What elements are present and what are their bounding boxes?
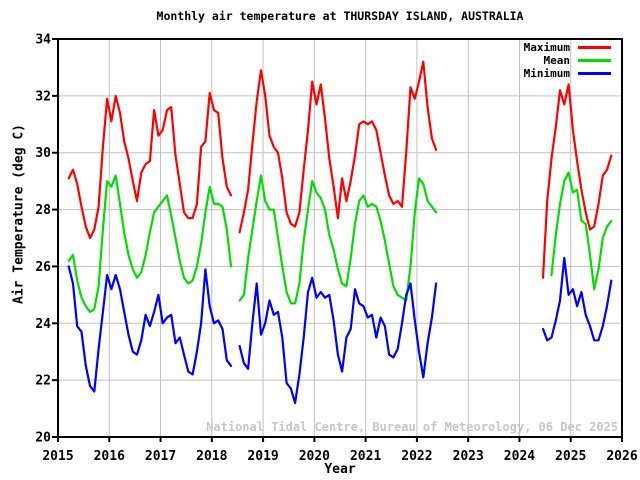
y-tick-label-30: 30 xyxy=(35,146,51,161)
x-tick-label-2017: 2017 xyxy=(145,449,176,464)
watermark: National Tidal Centre, Bureau of Meteoro… xyxy=(206,420,618,434)
y-tick-label-26: 26 xyxy=(35,260,51,275)
y-tick-label-28: 28 xyxy=(35,203,51,218)
y-tick-label-24: 24 xyxy=(35,317,51,332)
chart-title: Monthly air temperature at THURSDAY ISLA… xyxy=(156,9,524,23)
y-tick-label-20: 20 xyxy=(35,431,51,446)
legend-label-minimum: Minimum xyxy=(523,67,570,80)
series-minimum-line xyxy=(238,276,438,404)
x-tick-label-2023: 2023 xyxy=(453,449,484,464)
legend: Maximum Mean Minimum xyxy=(500,41,611,80)
series-minimum-line xyxy=(67,265,233,393)
x-tick-label-2022: 2022 xyxy=(401,449,432,464)
x-tick-label-2024: 2024 xyxy=(504,449,535,464)
legend-label-maximum: Maximum xyxy=(523,41,570,54)
legend-swatch-maximum xyxy=(578,46,611,49)
legend-label-mean: Mean xyxy=(543,54,571,67)
y-tick-label-34: 34 xyxy=(35,33,51,48)
x-tick-label-2018: 2018 xyxy=(196,449,227,464)
legend-item-mean: Mean xyxy=(500,54,611,67)
legend-swatch-minimum xyxy=(578,72,611,75)
y-axis-title: Air Temperature (deg C) xyxy=(11,123,27,305)
x-tick-label-2021: 2021 xyxy=(350,449,381,464)
series-mean-line xyxy=(238,174,438,305)
y-tick-label-22: 22 xyxy=(35,374,51,389)
y-tick-label-32: 32 xyxy=(35,89,51,104)
x-tick-label-2020: 2020 xyxy=(299,449,330,464)
series-minimum-line xyxy=(541,256,613,342)
series-mean-line xyxy=(67,174,233,313)
plot-frame xyxy=(57,38,623,438)
legend-item-minimum: Minimum xyxy=(500,67,611,80)
series-maximum-line xyxy=(67,91,233,240)
x-tick-label-2016: 2016 xyxy=(94,449,125,464)
x-tick-label-2019: 2019 xyxy=(247,449,278,464)
legend-item-maximum: Maximum xyxy=(500,41,611,54)
series-maximum-line xyxy=(238,60,438,234)
series-maximum-line xyxy=(541,83,613,279)
legend-swatch-mean xyxy=(578,59,611,62)
x-axis-title: Year xyxy=(324,462,356,477)
x-tick-label-2025: 2025 xyxy=(555,449,586,464)
x-tick-label-2026: 2026 xyxy=(606,449,637,464)
series-mean-line xyxy=(550,171,613,291)
x-tick-label-2015: 2015 xyxy=(42,449,73,464)
